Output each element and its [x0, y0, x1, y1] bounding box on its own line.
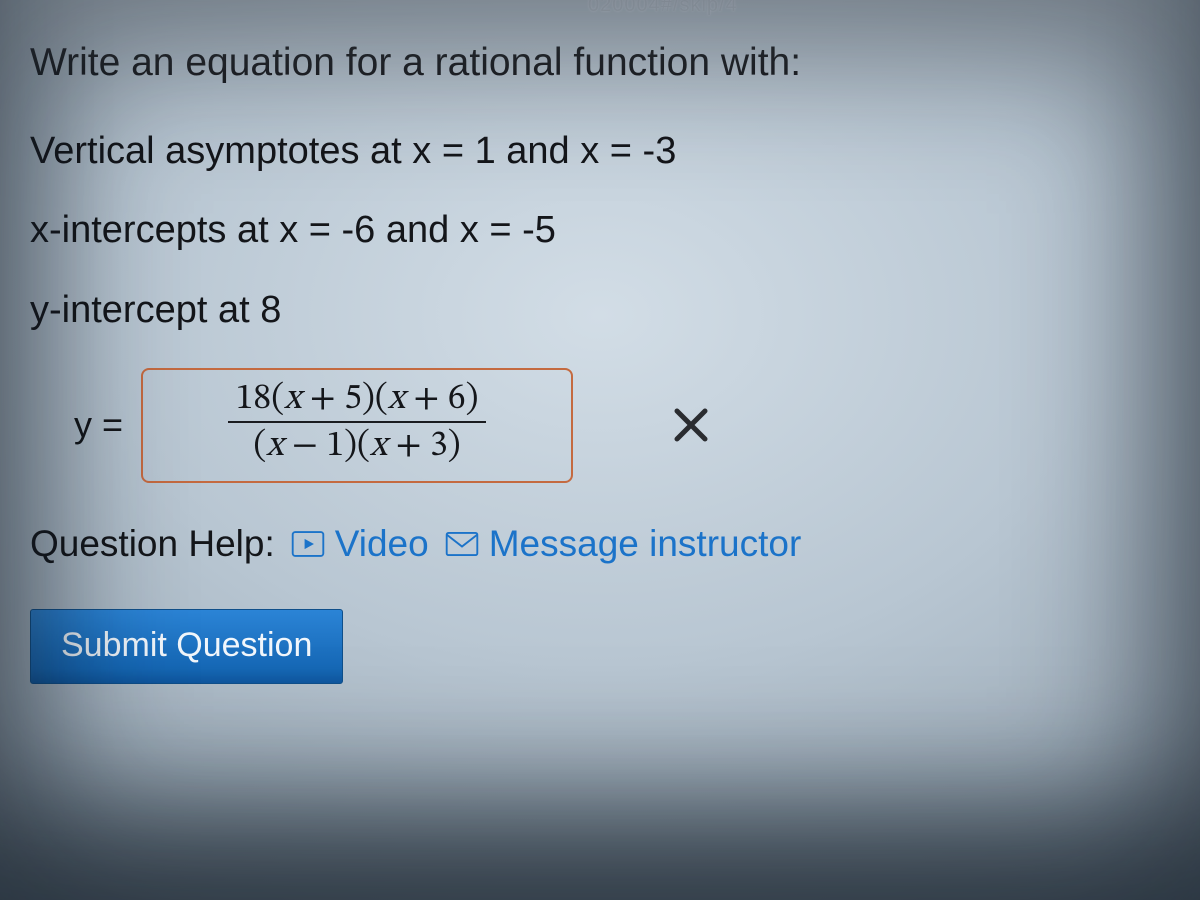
url-fragment: 020004#/skip/4 — [588, 0, 738, 17]
message-instructor-label: Message instructor — [489, 523, 802, 565]
question-help-row: Question Help: Video Message instructor — [30, 523, 1160, 565]
answer-lhs: y = — [74, 404, 123, 446]
video-help-link[interactable]: Video — [291, 523, 429, 565]
condition-vertical-asymptotes: Vertical asymptotes at x = 1 and x = -3 — [30, 129, 1160, 175]
question-body: Write an equation for a rational functio… — [30, 40, 1160, 684]
question-prompt: Write an equation for a rational functio… — [30, 40, 1160, 87]
answer-fraction: 18(x + 5)(x + 6) (x − 1)(x + 3) — [228, 380, 487, 467]
answer-denominator: (x − 1)(x + 3) — [228, 423, 487, 467]
question-help-label: Question Help: — [30, 523, 275, 565]
video-help-label: Video — [335, 523, 429, 565]
message-instructor-link[interactable]: Message instructor — [445, 523, 802, 565]
submit-button[interactable]: Submit Question — [30, 609, 343, 684]
condition-x-intercepts: x-intercepts at x = -6 and x = -5 — [30, 208, 1160, 254]
video-icon — [291, 530, 325, 558]
mail-icon — [445, 530, 479, 558]
incorrect-icon — [671, 405, 711, 445]
answer-input[interactable]: 18(x + 5)(x + 6) (x − 1)(x + 3) — [141, 368, 573, 483]
condition-y-intercept: y-intercept at 8 — [30, 288, 1160, 334]
submit-button-label: Submit Question — [61, 626, 312, 664]
answer-row: y = 18(x + 5)(x + 6) (x − 1)(x + 3) — [74, 368, 1160, 483]
answer-numerator: 18(x + 5)(x + 6) — [228, 380, 487, 424]
